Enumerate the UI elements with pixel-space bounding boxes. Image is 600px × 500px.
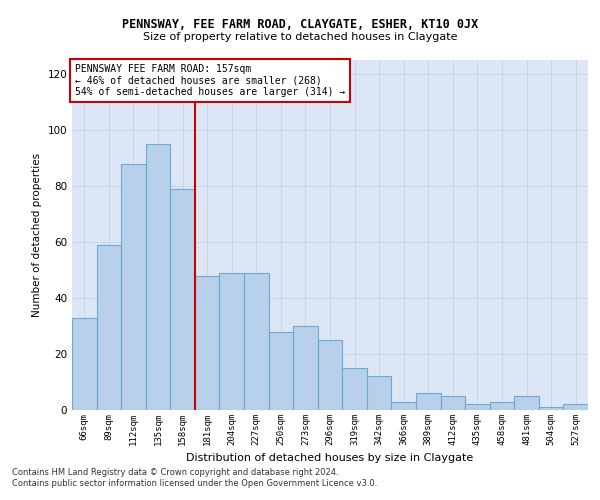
Bar bbox=[146, 144, 170, 410]
Bar bbox=[97, 245, 121, 410]
Bar bbox=[244, 273, 269, 410]
Bar bbox=[416, 393, 440, 410]
Bar bbox=[391, 402, 416, 410]
X-axis label: Distribution of detached houses by size in Claygate: Distribution of detached houses by size … bbox=[187, 454, 473, 464]
Text: PENNSWAY FEE FARM ROAD: 157sqm
← 46% of detached houses are smaller (268)
54% of: PENNSWAY FEE FARM ROAD: 157sqm ← 46% of … bbox=[74, 64, 345, 96]
Text: Size of property relative to detached houses in Claygate: Size of property relative to detached ho… bbox=[143, 32, 457, 42]
Bar bbox=[465, 404, 490, 410]
Bar bbox=[170, 189, 195, 410]
Bar bbox=[342, 368, 367, 410]
Text: PENNSWAY, FEE FARM ROAD, CLAYGATE, ESHER, KT10 0JX: PENNSWAY, FEE FARM ROAD, CLAYGATE, ESHER… bbox=[122, 18, 478, 30]
Bar bbox=[72, 318, 97, 410]
Bar bbox=[121, 164, 146, 410]
Bar bbox=[293, 326, 318, 410]
Bar bbox=[440, 396, 465, 410]
Bar bbox=[195, 276, 220, 410]
Bar bbox=[269, 332, 293, 410]
Bar bbox=[318, 340, 342, 410]
Text: Contains HM Land Registry data © Crown copyright and database right 2024.
Contai: Contains HM Land Registry data © Crown c… bbox=[12, 468, 377, 487]
Bar bbox=[367, 376, 391, 410]
Bar bbox=[514, 396, 539, 410]
Bar bbox=[539, 407, 563, 410]
Bar bbox=[490, 402, 514, 410]
Bar bbox=[220, 273, 244, 410]
Y-axis label: Number of detached properties: Number of detached properties bbox=[32, 153, 42, 317]
Bar bbox=[563, 404, 588, 410]
